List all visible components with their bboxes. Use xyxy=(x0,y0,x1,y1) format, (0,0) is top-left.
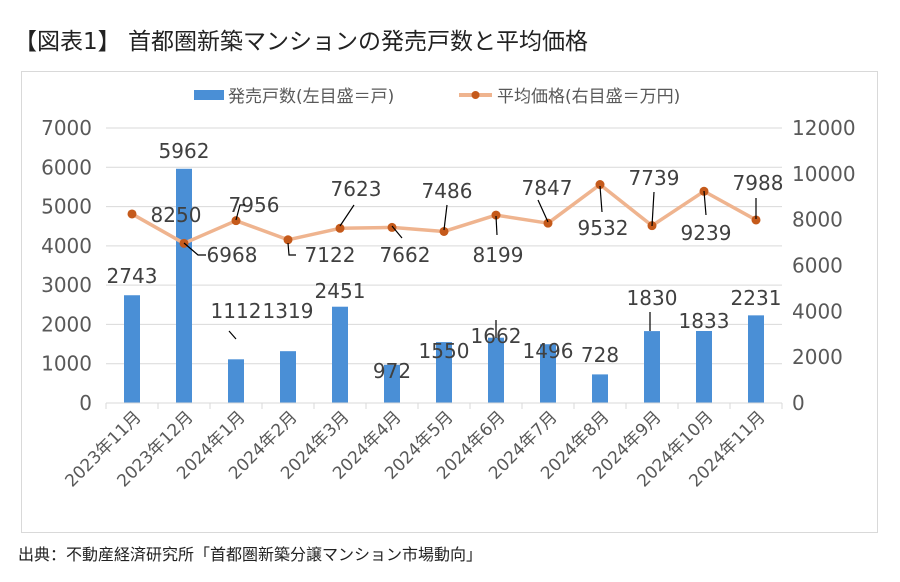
leader-line xyxy=(495,215,498,236)
left-axis-ticks: 0 1000 2000 3000 4000 5000 6000 7000 xyxy=(41,116,92,415)
line-data-label: 7662 xyxy=(380,243,431,267)
legend-bar-label: 発売戸数(左目盛＝戸) xyxy=(228,87,394,107)
bar xyxy=(332,306,348,403)
bar-data-label: 1496 xyxy=(523,339,574,363)
legend-bar-swatch xyxy=(194,90,224,100)
gridlines xyxy=(106,127,782,365)
price-marker xyxy=(127,209,137,219)
price-marker xyxy=(231,216,241,226)
leader-line xyxy=(391,225,403,239)
leader-line xyxy=(443,204,448,231)
right-tick-label: 12000 xyxy=(792,116,856,140)
line-data-label: 9239 xyxy=(681,221,732,245)
price-marker xyxy=(335,223,345,233)
line-data-label: 6968 xyxy=(207,243,258,267)
line-data-label: 8250 xyxy=(151,203,202,227)
line-data-label: 7122 xyxy=(305,243,356,267)
price-marker xyxy=(387,222,397,232)
chart-title: 【図表1】 首都圏新築マンションの発売戸数と平均価格 xyxy=(14,29,588,55)
line-data-label: 9532 xyxy=(578,216,629,240)
price-marker xyxy=(543,218,553,228)
bar-data-label: 972 xyxy=(373,359,411,383)
left-tick-label: 3000 xyxy=(41,273,92,297)
leader-line xyxy=(183,242,206,256)
bar-data-label: 728 xyxy=(581,343,619,367)
right-tick-label: 10000 xyxy=(792,162,856,186)
leader-line xyxy=(339,204,355,227)
bar-data-label: 2743 xyxy=(107,264,158,288)
bar-data-label: 2231 xyxy=(731,286,782,310)
bar xyxy=(124,295,140,403)
line-data-label: 7739 xyxy=(629,166,680,190)
left-tick-label: 4000 xyxy=(41,234,92,258)
left-tick-label: 0 xyxy=(79,391,92,415)
right-tick-label: 8000 xyxy=(792,208,843,232)
bar xyxy=(644,331,660,403)
leader-line xyxy=(235,204,245,221)
bar xyxy=(488,337,504,403)
right-tick-label: 0 xyxy=(792,391,805,415)
bar xyxy=(228,359,244,403)
right-axis-ticks: 0 2000 4000 6000 8000 10000 12000 xyxy=(792,116,856,415)
line-data-label: 7486 xyxy=(422,179,473,203)
price-marker xyxy=(751,215,761,225)
leader-line xyxy=(599,185,603,213)
leader-line xyxy=(287,242,296,256)
legend-line-marker xyxy=(471,91,480,99)
bar-data-label: 1319 xyxy=(263,299,314,323)
bar xyxy=(540,344,556,403)
right-tick-label: 6000 xyxy=(792,254,843,278)
bar-data-label: 5962 xyxy=(159,139,210,163)
left-tick-label: 2000 xyxy=(41,312,92,336)
price-marker xyxy=(439,226,449,236)
line-data-label: 7988 xyxy=(733,171,784,195)
price-marker xyxy=(595,180,605,190)
left-tick-label: 7000 xyxy=(41,116,92,140)
price-marker xyxy=(491,210,501,220)
bar xyxy=(384,364,400,403)
legend-line-label: 平均価格(右目盛＝万円) xyxy=(497,87,680,107)
bar xyxy=(748,315,764,403)
bar-data-label: 1830 xyxy=(627,286,678,310)
x-axis: 2023年11月2023年12月2024年1月2024年2月2024年3月202… xyxy=(61,402,783,491)
right-tick-label: 4000 xyxy=(792,299,843,323)
leader-line xyxy=(651,191,655,227)
bar xyxy=(436,342,452,403)
bar-data-label: 1550 xyxy=(419,339,470,363)
chart-frame xyxy=(21,71,878,533)
line-data-label: 7956 xyxy=(229,193,280,217)
leader-line xyxy=(537,199,549,223)
legend: 発売戸数(左目盛＝戸) 平均価格(右目盛＝万円) xyxy=(194,87,680,107)
bar xyxy=(696,330,712,403)
line-data-label: 8199 xyxy=(473,243,524,267)
bar-data-label: 1833 xyxy=(679,309,730,333)
bar-series xyxy=(124,168,764,403)
price-marker xyxy=(283,235,293,245)
right-tick-label: 2000 xyxy=(792,345,843,369)
line-data-label: 7623 xyxy=(331,177,382,201)
left-tick-label: 1000 xyxy=(41,352,92,376)
leader-line xyxy=(703,190,707,216)
bar-data-label: 2451 xyxy=(315,279,366,303)
bar xyxy=(592,374,608,403)
left-tick-label: 6000 xyxy=(41,155,92,179)
line-data-label: 7847 xyxy=(522,176,573,200)
left-tick-label: 5000 xyxy=(41,195,92,219)
bar xyxy=(280,351,296,403)
source-note: 出典：不動産経済研究所「首都圏新築分譲マンション市場動向」 xyxy=(18,545,483,564)
leader-line xyxy=(228,330,237,340)
bar-data-label: 1112 xyxy=(211,299,262,323)
bar xyxy=(176,168,192,403)
